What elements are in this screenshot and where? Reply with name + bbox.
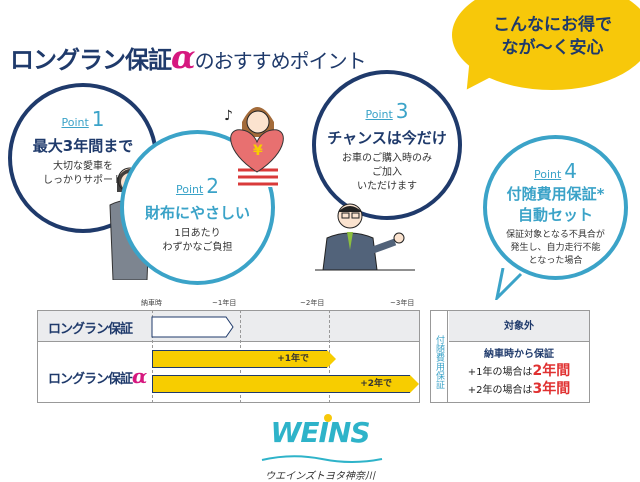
coverage-title: 納車時から保証 <box>484 349 554 360</box>
logo-dot <box>324 414 332 422</box>
point-number: 3 <box>395 99 409 123</box>
yen-icon: ¥ <box>253 143 263 159</box>
title-alpha: α <box>171 38 196 76</box>
row-label-standard: ロングラン保証 <box>48 322 133 337</box>
bar-plus-2-year: +2年で <box>152 375 419 393</box>
title-brand: ロングラン保証 <box>10 46 172 74</box>
axis-label: ~3年目 <box>390 299 415 307</box>
axis-label: 納車時 <box>141 299 162 307</box>
weins-logo: WEINS ウエインズトヨタ神奈川 <box>257 414 383 482</box>
side-table-coverage: 納車時から保証 +1年の場合は2年間 +2年の場合は3年間 <box>449 346 589 399</box>
side-table-not-covered: 対象外 <box>449 311 589 342</box>
point-number: 4 <box>564 159 578 183</box>
point-heading: 付随費用保証* <box>506 185 605 203</box>
axis-label: ~1年目 <box>212 299 237 307</box>
point-desc: 保証対象となる不具合が <box>506 230 605 240</box>
point-label: Point <box>61 116 89 129</box>
page-title: ロングラン保証αのおすすめポイント <box>10 38 367 76</box>
point-heading: チャンスは今だけ <box>327 129 447 147</box>
point-desc: 発生し、自力走行不能 <box>510 243 601 253</box>
point-4-bubble-tail <box>495 268 523 300</box>
coverage-line-1: +1年の場合は <box>467 367 533 378</box>
alpha-mark: α <box>132 364 147 388</box>
point-desc: お車のご購入時のみ <box>342 153 432 164</box>
point-number: 2 <box>206 174 220 198</box>
logo-subtitle: ウエインズトヨタ神奈川 <box>265 471 375 482</box>
speech-bubble <box>452 0 640 90</box>
point-heading: 財布にやさしい <box>144 204 250 222</box>
point-1-circle: Point 1 最大3年間まで 大切な愛車を しっかりサポート <box>8 83 158 233</box>
point-desc: となった場合 <box>528 256 583 266</box>
point-desc: 大切な愛車を <box>53 161 113 172</box>
coverage-line-2: +2年の場合は <box>467 385 533 396</box>
point-label: Point <box>175 183 204 196</box>
row-label-alpha: ロングラン保証α <box>48 364 147 388</box>
point-desc: 1日あたり <box>174 228 221 239</box>
point-label: Point <box>365 108 393 121</box>
point-3-circle: Point 3 チャンスは今だけ お車のご購入時のみ ご加入いただけます <box>312 70 462 220</box>
point-desc: しっかりサポート <box>43 175 123 186</box>
bar-standard <box>151 316 234 338</box>
businessman-illustration <box>315 203 415 271</box>
side-table-vertical-label: 付随費用保証 <box>431 311 448 402</box>
coverage-value-2: 3年間 <box>532 381 571 397</box>
bubble-line-1: こんなにお得で <box>493 15 612 35</box>
row-label-text: ロングラン保証 <box>48 372 133 387</box>
point-desc: いただけます <box>357 181 417 192</box>
point-desc: わずかなご負担 <box>162 242 233 253</box>
title-rest: のおすすめポイント <box>194 49 367 73</box>
bubble-line-2: なが〜く安心 <box>501 38 604 58</box>
point-number: 1 <box>91 107 105 131</box>
logo-wave <box>261 455 383 463</box>
logo-text: WEINS <box>270 416 370 449</box>
axis-label: ~2年目 <box>300 299 325 307</box>
point-heading: 自動セット <box>517 206 593 224</box>
bar-plus-1-year: +1年で <box>152 350 336 368</box>
music-note-icon: ♪ <box>224 108 233 124</box>
point-4-circle: Point 4 付随費用保証* 自動セット 保証対象となる不具合が 発生し、自力走行… <box>483 135 628 280</box>
point-heading: 最大3年間まで <box>32 137 134 155</box>
speech-bubble-text: こんなにお得で なが〜く安心 <box>470 14 635 60</box>
point-desc: ご加入 <box>372 167 402 178</box>
coverage-value-1: 2年間 <box>532 363 571 379</box>
woman-heart-illustration <box>230 107 284 187</box>
point-label: Point <box>533 168 562 181</box>
